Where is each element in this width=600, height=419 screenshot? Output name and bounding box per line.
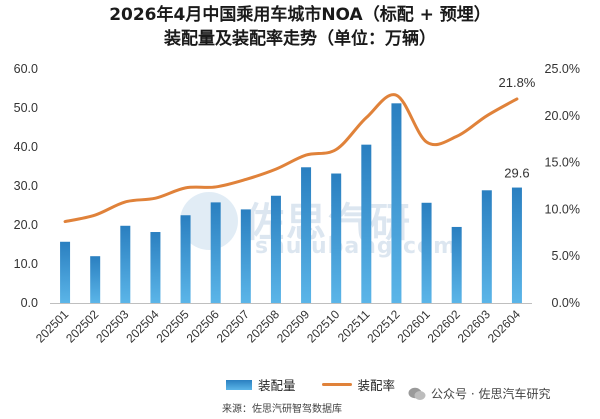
x-tick-label: 202502	[63, 307, 101, 345]
x-tick-label: 202505	[153, 307, 191, 345]
bar	[180, 215, 191, 303]
data-label: 21.8%	[499, 75, 536, 90]
wechat-account: 公众号 · 佐思汽车研究	[408, 385, 550, 402]
bar	[60, 241, 71, 303]
data-label: 29.6	[504, 166, 529, 181]
bar	[391, 103, 402, 303]
bar	[120, 225, 131, 303]
y-left-tick-label: 60.0	[14, 62, 38, 76]
y-left-tick-label: 40.0	[14, 140, 38, 154]
bar	[301, 167, 312, 303]
legend-swatch-line	[321, 383, 352, 386]
y-left-tick-label: 10.0	[14, 257, 38, 271]
y-right-tick-label: 5.0%	[552, 249, 581, 263]
chart-title-line2: 装配量及装配率走势（单位：万辆）	[164, 29, 436, 49]
y-left-tick-label: 50.0	[14, 101, 38, 115]
y-right-tick-label: 20.0%	[545, 109, 580, 123]
bar	[240, 209, 251, 303]
x-tick-label: 202512	[364, 307, 402, 345]
x-tick-label: 202508	[244, 307, 282, 345]
bar-series	[60, 103, 522, 303]
legend-label-bar: 装配量	[258, 378, 296, 393]
bar	[150, 232, 161, 303]
chart-title-line1: 2026年4月中国乘用车城市NOA（标配 + 预埋）	[109, 5, 491, 25]
x-tick-label: 202602	[425, 307, 463, 345]
bar	[270, 195, 281, 303]
x-tick-label: 202501	[33, 307, 71, 345]
y-right-tick-label: 25.0%	[545, 62, 580, 76]
x-tick-label: 202603	[455, 307, 493, 345]
x-tick-label: 202601	[394, 307, 432, 345]
bar	[331, 173, 342, 303]
bar	[210, 202, 221, 303]
x-tick-label: 202503	[93, 307, 131, 345]
bar	[481, 190, 492, 303]
bar	[511, 187, 522, 303]
y-axis-left: 0.0 10.0 20.0 30.0 40.0 50.0 60.0	[14, 62, 38, 310]
y-axis-right: 0.0% 5.0% 10.0% 15.0% 20.0% 25.0%	[545, 62, 580, 310]
x-tick-label: 202509	[274, 307, 312, 345]
legend: 装配量 装配率	[226, 375, 395, 394]
wechat-icon	[408, 387, 426, 400]
bar	[421, 202, 432, 303]
source-note: 来源：佐思汽研智驾数据库	[222, 404, 342, 415]
x-tick-label: 202507	[214, 307, 252, 345]
y-right-tick-label: 10.0%	[545, 202, 580, 216]
x-tick-label: 202510	[304, 307, 342, 345]
x-tick-label: 202506	[184, 307, 222, 345]
y-left-tick-label: 20.0	[14, 218, 38, 232]
y-left-tick-label: 0.0	[21, 296, 38, 310]
bar	[90, 256, 101, 303]
legend-label-line: 装配率	[357, 378, 396, 393]
legend-swatch-bar	[226, 379, 252, 390]
wechat-label: 公众号 · 佐思汽车研究	[431, 387, 551, 401]
rate-line	[63, 93, 519, 224]
data-labels: 29.6 21.8%	[499, 75, 536, 181]
x-tick-label: 202604	[485, 307, 523, 345]
x-tick-label: 202504	[123, 307, 161, 345]
y-right-tick-label: 15.0%	[545, 156, 580, 170]
bar	[361, 144, 372, 303]
y-right-tick-label: 0.0%	[552, 296, 581, 310]
y-left-tick-label: 30.0	[14, 179, 38, 193]
bar	[451, 226, 462, 303]
x-axis-ticks: 2025012025022025032025042025052025062025…	[33, 307, 523, 345]
